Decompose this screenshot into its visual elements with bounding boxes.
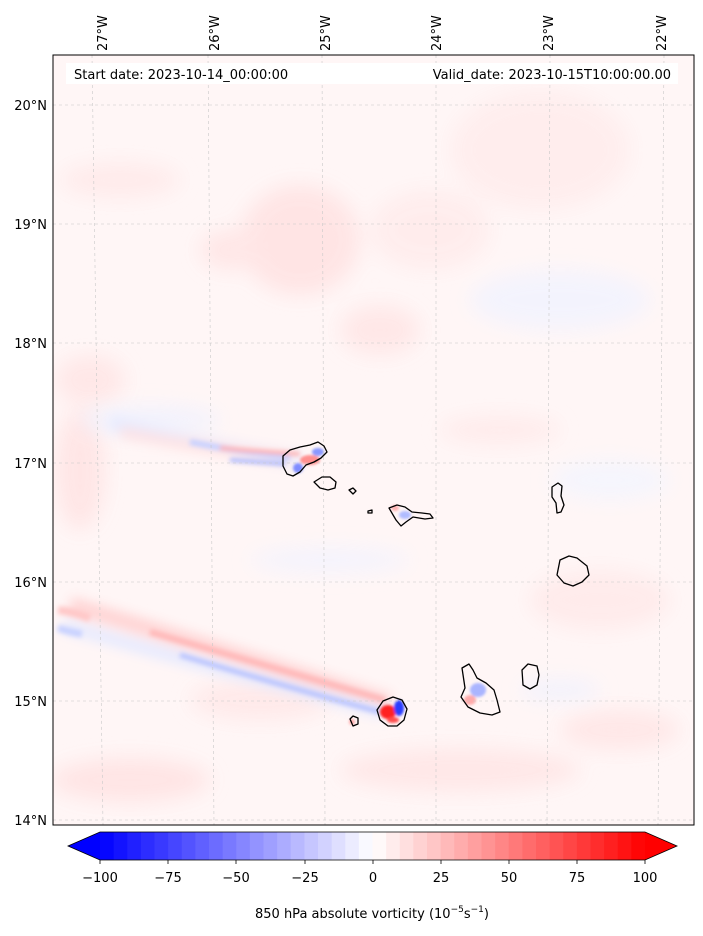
colorbar-label: 850 hPa absolute vorticity (10−5s−1) bbox=[255, 905, 489, 922]
colorbar-tick-label: −75 bbox=[154, 871, 181, 886]
colorbar-level bbox=[440, 832, 455, 860]
colorbar-level bbox=[427, 832, 442, 860]
island-santiago bbox=[460, 663, 501, 716]
lon-tick-label: 27°W bbox=[96, 15, 111, 51]
colorbar-level bbox=[617, 832, 632, 860]
colorbar-level bbox=[399, 832, 414, 860]
colorbar-segments bbox=[100, 832, 646, 860]
lon-tick-label: 23°W bbox=[542, 15, 557, 51]
longitude-labels: 27°W 26°W 25°W 24°W 23°W 22°W bbox=[96, 15, 670, 51]
lat-tick-label: 17°N bbox=[14, 457, 47, 472]
colorbar-level bbox=[604, 832, 619, 860]
colorbar-level bbox=[454, 832, 469, 860]
colorbar-level bbox=[318, 832, 333, 860]
colorbar-level bbox=[467, 832, 483, 860]
lat-tick-label: 19°N bbox=[14, 218, 47, 233]
lon-tick-label: 22°W bbox=[655, 15, 670, 51]
island-fogo bbox=[376, 696, 408, 727]
colorbar-level bbox=[372, 832, 387, 860]
colorbar-tick-label: 75 bbox=[569, 871, 586, 886]
valid-date-label: Valid_date: 2023-10-15T10:00:00.00 bbox=[433, 68, 671, 83]
island-sao-vicente bbox=[313, 476, 337, 491]
colorbar-tick-labels: −100 −75 −50 −25 0 25 50 75 100 bbox=[82, 871, 657, 886]
colorbar-ticks bbox=[99, 860, 646, 864]
colorbar-level bbox=[222, 832, 237, 860]
colorbar-level bbox=[113, 832, 128, 860]
vorticity-field bbox=[53, 90, 680, 802]
colorbar-level bbox=[263, 832, 278, 860]
colorbar-level bbox=[536, 832, 551, 860]
colorbar-level bbox=[331, 832, 346, 860]
lat-tick-label: 20°N bbox=[14, 99, 47, 114]
colorbar-level bbox=[563, 832, 578, 860]
start-date-label: Start date: 2023-10-14_00:00:00 bbox=[74, 68, 288, 83]
island-brava bbox=[349, 715, 359, 727]
colorbar-level bbox=[236, 832, 251, 860]
lat-tick-label: 18°N bbox=[14, 337, 47, 352]
island-branco bbox=[367, 509, 373, 514]
colorbar-tick-label: −50 bbox=[222, 871, 249, 886]
colorbar-tick-label: 100 bbox=[633, 871, 658, 886]
colorbar-level bbox=[386, 832, 401, 860]
map-panel: Start date: 2023-10-14_00:00:00 Valid_da… bbox=[52, 54, 695, 826]
colorbar-level bbox=[358, 832, 374, 860]
colorbar-level bbox=[304, 832, 319, 860]
colorbar-tick-label: 50 bbox=[501, 871, 518, 886]
colorbar-extend-max bbox=[645, 832, 677, 860]
lat-tick-label: 14°N bbox=[14, 814, 47, 829]
island-sao-nicolau bbox=[388, 504, 434, 527]
colorbar: −100 −75 −50 −25 0 25 50 75 100 850 hPa … bbox=[67, 831, 678, 922]
map-frame bbox=[52, 54, 695, 826]
colorbar-level bbox=[508, 832, 523, 860]
colorbar-tick-label: 0 bbox=[369, 871, 377, 886]
colorbar-level bbox=[249, 832, 265, 860]
colorbar-tick-label: −25 bbox=[291, 871, 318, 886]
colorbar-level bbox=[127, 832, 142, 860]
colorbar-level bbox=[195, 832, 210, 860]
colorbar-tick-label: 25 bbox=[433, 871, 450, 886]
colorbar-level bbox=[345, 832, 360, 860]
map-gridlines bbox=[53, 55, 694, 825]
latitude-labels: 20°N 19°N 18°N 17°N 16°N 15°N 14°N bbox=[14, 99, 47, 829]
island-maio bbox=[521, 663, 540, 690]
colorbar-level bbox=[100, 832, 115, 860]
colorbar-level bbox=[522, 832, 537, 860]
colorbar-level bbox=[481, 832, 496, 860]
colorbar-extend-min bbox=[68, 832, 100, 860]
lat-tick-label: 15°N bbox=[14, 695, 47, 710]
lat-tick-label: 16°N bbox=[14, 576, 47, 591]
colorbar-level bbox=[209, 832, 224, 860]
colorbar-level bbox=[140, 832, 156, 860]
lon-tick-label: 24°W bbox=[430, 15, 445, 51]
colorbar-level bbox=[181, 832, 196, 860]
annotation-box bbox=[66, 63, 678, 84]
colorbar-level bbox=[590, 832, 605, 860]
colorbar-level bbox=[154, 832, 169, 860]
colorbar-level bbox=[495, 832, 510, 860]
island-sal bbox=[551, 482, 565, 514]
colorbar-level bbox=[168, 832, 183, 860]
lon-tick-label: 25°W bbox=[319, 15, 334, 51]
colorbar-level bbox=[549, 832, 564, 860]
island-boa-vista bbox=[556, 555, 590, 587]
colorbar-level bbox=[277, 832, 292, 860]
island-santo-antao bbox=[282, 441, 328, 477]
colorbar-tick-label: −100 bbox=[82, 871, 118, 886]
colorbar-level bbox=[290, 832, 305, 860]
colorbar-level bbox=[413, 832, 428, 860]
island-santa-luzia bbox=[348, 487, 357, 495]
coastlines bbox=[282, 441, 590, 727]
lon-tick-label: 26°W bbox=[208, 15, 223, 51]
colorbar-level bbox=[576, 832, 592, 860]
colorbar-level bbox=[631, 832, 646, 860]
